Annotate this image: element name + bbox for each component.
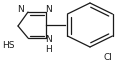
Text: HS: HS — [2, 41, 14, 49]
Text: N: N — [17, 4, 23, 14]
Text: Cl: Cl — [104, 54, 112, 63]
Text: N: N — [46, 4, 52, 14]
Text: N: N — [46, 36, 52, 44]
Text: H: H — [46, 46, 52, 55]
